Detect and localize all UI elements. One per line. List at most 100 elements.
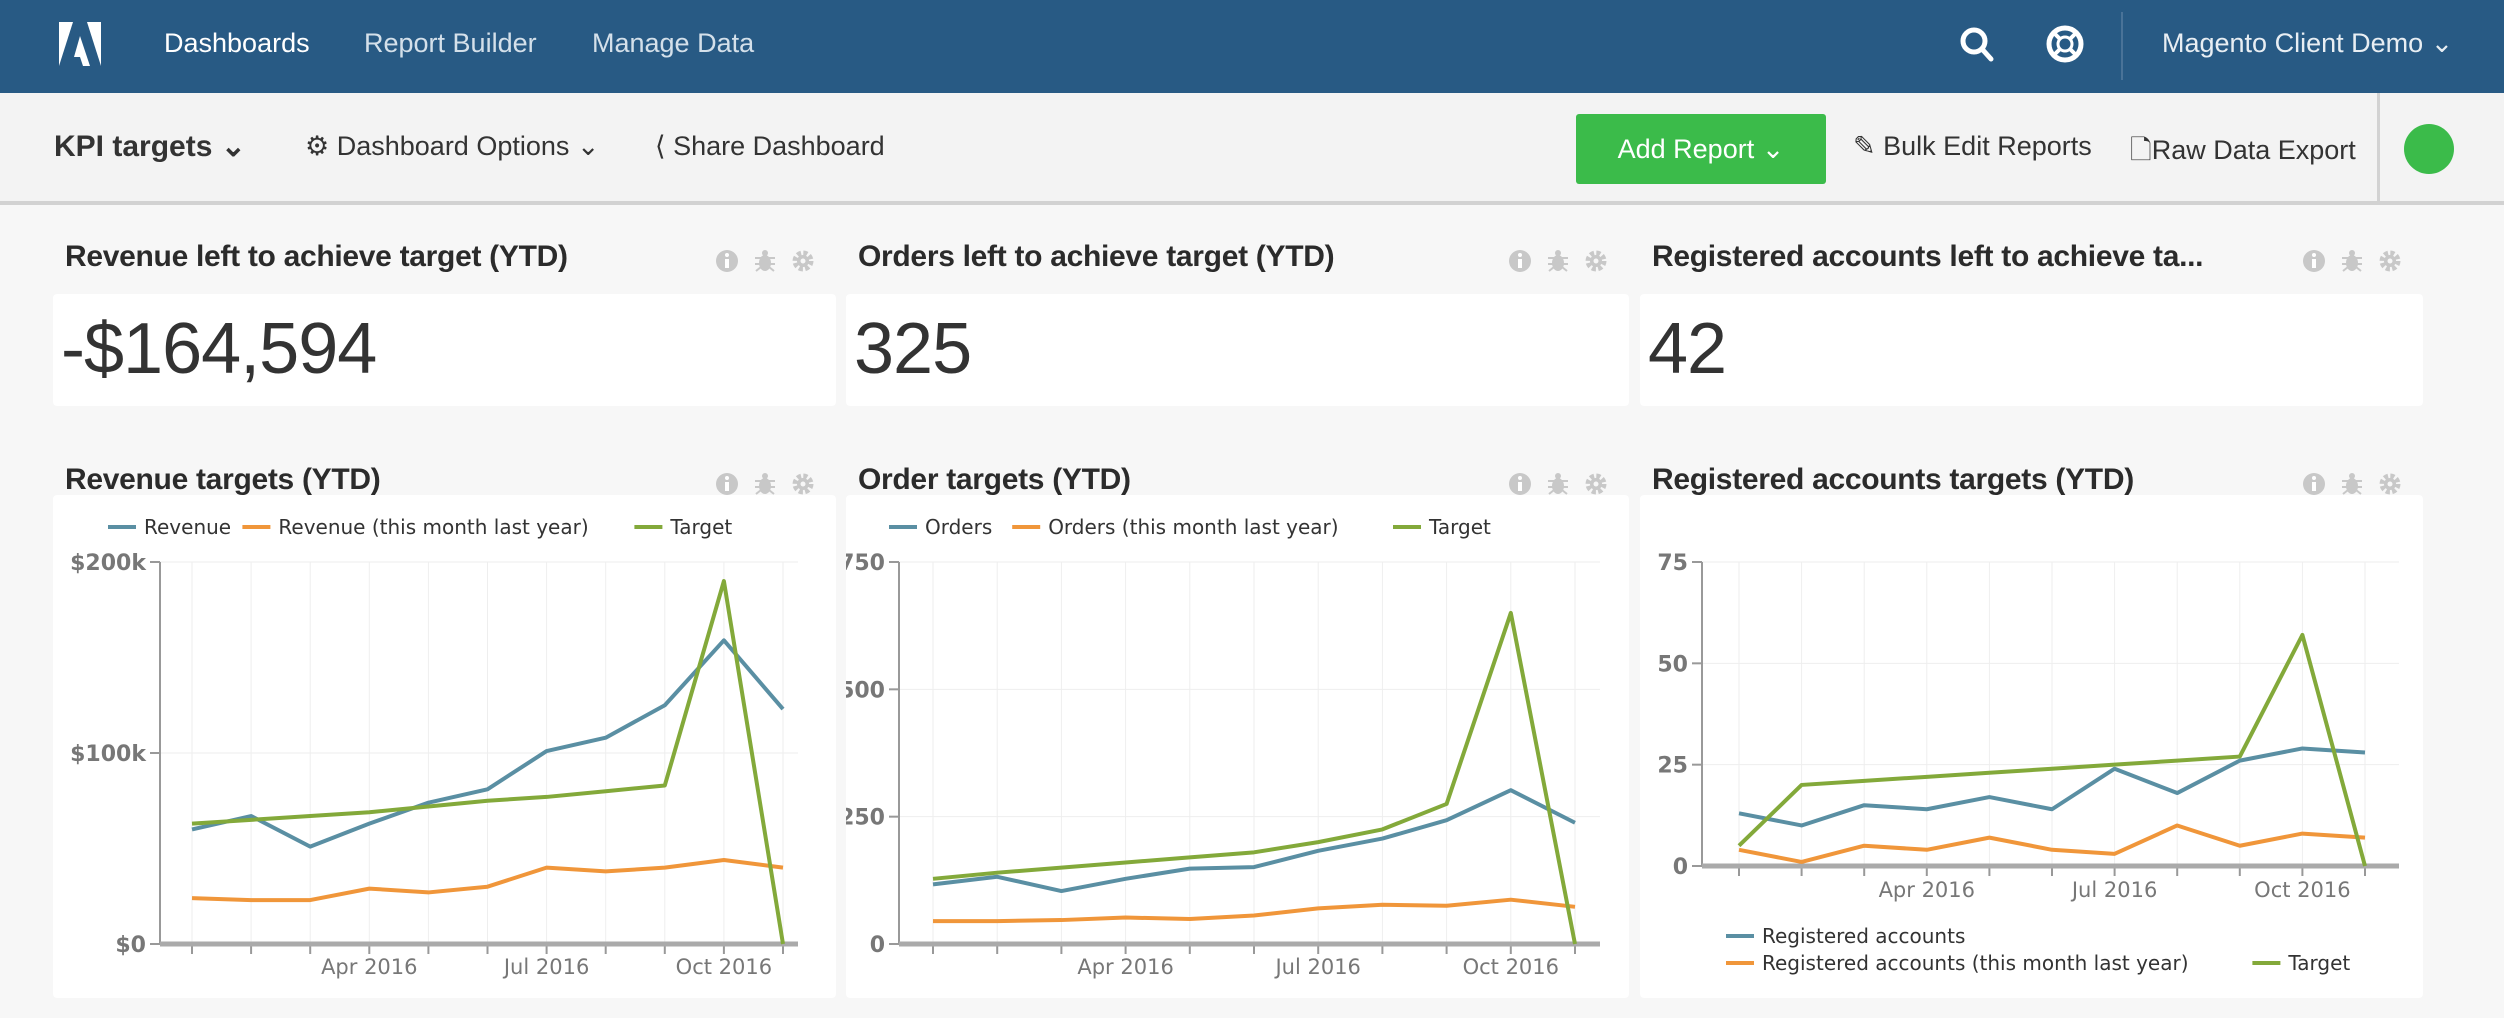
add-report-label: Add Report bbox=[1617, 134, 1755, 164]
legend-label: Registered accounts bbox=[1762, 924, 1965, 948]
share-dashboard-label: Share Dashboard bbox=[673, 131, 885, 161]
share-dashboard-button[interactable]: ⟨ Share Dashboard bbox=[655, 131, 885, 162]
chart-title: Order targets (YTD) bbox=[858, 463, 1131, 496]
kpi-title: Registered accounts left to achieve ta..… bbox=[1652, 240, 2204, 273]
info-icon[interactable] bbox=[2301, 248, 2327, 274]
x-tick-label: Apr 2016 bbox=[1077, 955, 1173, 979]
kpi-title: Orders left to achieve target (YTD) bbox=[858, 240, 1335, 273]
y-tick-label: $100k bbox=[70, 742, 147, 767]
top-nav: Dashboards Report Builder Manage Data Ma… bbox=[0, 0, 2504, 93]
gear-icon[interactable] bbox=[1583, 248, 1609, 274]
kpi-value-box: 42 bbox=[1640, 294, 2423, 406]
chart-card: Revenue targets (YTD) $0 $100k $200k Apr 201… bbox=[53, 463, 836, 998]
line-chart: 0 250 500 750 Apr 2016 Jul 2016 Oct 2016 Orders… bbox=[846, 515, 1600, 979]
card-actions bbox=[1507, 248, 1609, 274]
chevron-down-icon: ⌄ bbox=[220, 130, 246, 163]
line-chart: 0 25 50 75 Apr 2016 Jul 2016 Oct 2016 Registere… bbox=[1657, 551, 2399, 975]
card-actions bbox=[2301, 471, 2403, 497]
x-tick-label: Oct 2016 bbox=[676, 955, 772, 979]
y-tick-label: 250 bbox=[846, 806, 885, 831]
card-actions bbox=[1507, 471, 1609, 497]
info-icon[interactable] bbox=[1507, 248, 1533, 274]
chevron-down-icon: ⌄ bbox=[576, 131, 600, 161]
kpi-card: Revenue left to achieve target (YTD) -$1… bbox=[53, 240, 836, 406]
bug-icon[interactable] bbox=[752, 471, 778, 497]
gear-icon[interactable] bbox=[790, 471, 816, 497]
info-icon[interactable] bbox=[2301, 471, 2327, 497]
line-chart: $0 $100k $200k Apr 2016 Jul 2016 Oct 2016 Reve… bbox=[70, 515, 798, 979]
kpi-card: Orders left to achieve target (YTD) 325 bbox=[846, 240, 1629, 406]
kpi-value-box: -$164,594 bbox=[53, 294, 836, 406]
y-tick-label: 500 bbox=[846, 678, 885, 703]
x-tick-label: Apr 2016 bbox=[321, 955, 417, 979]
bulk-edit-label: Bulk Edit Reports bbox=[1883, 131, 2092, 161]
gear-icon[interactable] bbox=[2377, 248, 2403, 274]
x-tick-label: Jul 2016 bbox=[2070, 878, 2157, 902]
card-actions bbox=[714, 248, 816, 274]
kpi-value: -$164,594 bbox=[61, 309, 377, 389]
gear-icon[interactable] bbox=[2377, 471, 2403, 497]
legend-label: Target bbox=[1428, 515, 1491, 539]
info-icon[interactable] bbox=[1507, 471, 1533, 497]
search-icon[interactable] bbox=[1955, 22, 1999, 66]
bug-icon[interactable] bbox=[752, 248, 778, 274]
kpi-card: Registered accounts left to achieve ta..… bbox=[1640, 240, 2423, 406]
dashboard-options-menu[interactable]: ⚙ Dashboard Options ⌄ bbox=[305, 131, 600, 162]
gear-icon[interactable] bbox=[790, 248, 816, 274]
x-tick-label: Oct 2016 bbox=[1463, 955, 1559, 979]
y-tick-label: 750 bbox=[846, 551, 885, 576]
raw-data-export-button[interactable]: 🗋Raw Data Export bbox=[2130, 131, 2356, 177]
kpi-title: Revenue left to achieve target (YTD) bbox=[65, 240, 568, 273]
kpi-value: 42 bbox=[1648, 309, 1727, 389]
raw-export-label: Raw Data Export bbox=[2151, 135, 2356, 165]
dashboard-options-label: Dashboard Options bbox=[336, 131, 570, 161]
toolbar-divider bbox=[2377, 93, 2380, 205]
gear-icon[interactable] bbox=[1583, 471, 1609, 497]
share-icon: ⟨ bbox=[655, 131, 666, 161]
status-indicator bbox=[2404, 124, 2454, 174]
chart-area: 0 25 50 75 Apr 2016 Jul 2016 Oct 2016 Registere… bbox=[1640, 495, 2423, 998]
add-report-button[interactable]: Add Report ⌄ bbox=[1576, 114, 1826, 184]
y-tick-label: $200k bbox=[70, 551, 147, 576]
legend-label: Revenue (this month last year) bbox=[278, 515, 588, 539]
card-actions bbox=[2301, 248, 2403, 274]
series-line-orders bbox=[932, 788, 1576, 894]
info-icon[interactable] bbox=[714, 471, 740, 497]
help-lifebuoy-icon[interactable] bbox=[2043, 22, 2087, 66]
gear-icon: ⚙ bbox=[305, 131, 330, 161]
x-tick-label: Oct 2016 bbox=[2254, 878, 2350, 902]
dashboard-toolbar: KPI targets ⌄ ⚙ Dashboard Options ⌄ ⟨ Sh… bbox=[0, 93, 2504, 205]
bug-icon[interactable] bbox=[2339, 248, 2365, 274]
kpi-value-box: 325 bbox=[846, 294, 1629, 406]
nav-report-builder[interactable]: Report Builder bbox=[364, 28, 537, 58]
bulk-edit-reports-button[interactable]: ✎ Bulk Edit Reports bbox=[1853, 131, 2092, 162]
series-line-target bbox=[191, 579, 785, 945]
x-tick-label: Jul 2016 bbox=[502, 955, 589, 979]
legend-label: Target bbox=[2287, 951, 2350, 975]
dashboard-selector[interactable]: KPI targets ⌄ bbox=[54, 129, 246, 164]
y-tick-label: 75 bbox=[1657, 551, 1688, 576]
nav-divider bbox=[2121, 12, 2123, 80]
chart-card: Order targets (YTD) 0 250 500 750 Apr 2016 Jul… bbox=[846, 463, 1629, 998]
legend-label: Revenue bbox=[144, 515, 231, 539]
series-line-target bbox=[1737, 632, 2367, 867]
series-line-orders-this-month-last-year- bbox=[933, 897, 1576, 924]
legend-label: Registered accounts (this month last yea… bbox=[1762, 951, 2189, 975]
info-icon[interactable] bbox=[714, 248, 740, 274]
x-tick-label: Apr 2016 bbox=[1879, 878, 1975, 902]
chart-area: $0 $100k $200k Apr 2016 Jul 2016 Oct 2016 Reve… bbox=[53, 495, 836, 998]
nav-dashboards[interactable]: Dashboards bbox=[164, 28, 310, 58]
series-line-revenue bbox=[191, 638, 785, 849]
nav-manage-data[interactable]: Manage Data bbox=[592, 28, 755, 58]
y-tick-label: 0 bbox=[870, 933, 885, 958]
series-line-target bbox=[932, 610, 1577, 945]
series-line-registered-accounts bbox=[1738, 746, 2366, 828]
series-line-revenue-this-month-last-year- bbox=[191, 857, 784, 903]
bug-icon[interactable] bbox=[1545, 471, 1571, 497]
adobe-logo[interactable] bbox=[55, 20, 105, 70]
account-menu[interactable]: Magento Client Demo ⌄ bbox=[2162, 28, 2453, 59]
legend-label: Orders bbox=[925, 515, 992, 539]
bug-icon[interactable] bbox=[1545, 248, 1571, 274]
bug-icon[interactable] bbox=[2339, 471, 2365, 497]
kpi-value: 325 bbox=[854, 309, 972, 389]
